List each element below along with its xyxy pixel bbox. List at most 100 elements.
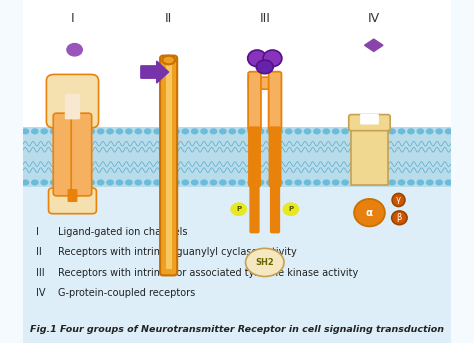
Ellipse shape <box>162 56 175 64</box>
FancyBboxPatch shape <box>360 114 379 125</box>
Circle shape <box>341 128 349 134</box>
Circle shape <box>153 128 161 134</box>
Circle shape <box>87 128 95 134</box>
Circle shape <box>125 128 133 134</box>
Text: II: II <box>165 12 172 25</box>
Circle shape <box>50 128 57 134</box>
Circle shape <box>191 179 199 186</box>
Circle shape <box>78 179 86 186</box>
FancyBboxPatch shape <box>248 77 281 89</box>
Circle shape <box>144 179 152 186</box>
Text: P: P <box>236 206 241 212</box>
Text: α: α <box>366 208 373 218</box>
Circle shape <box>304 179 311 186</box>
Circle shape <box>313 179 321 186</box>
FancyBboxPatch shape <box>250 182 259 233</box>
Polygon shape <box>141 61 169 83</box>
Circle shape <box>40 128 48 134</box>
Circle shape <box>398 128 405 134</box>
Circle shape <box>238 128 246 134</box>
Circle shape <box>22 179 29 186</box>
Circle shape <box>360 179 368 186</box>
Ellipse shape <box>256 60 273 74</box>
Text: IV: IV <box>36 288 46 298</box>
Circle shape <box>369 128 377 134</box>
Circle shape <box>275 179 283 186</box>
Text: III: III <box>36 268 45 278</box>
Circle shape <box>360 128 368 134</box>
Polygon shape <box>365 39 383 51</box>
Circle shape <box>125 179 133 186</box>
Circle shape <box>50 179 57 186</box>
Circle shape <box>388 128 396 134</box>
Circle shape <box>163 128 170 134</box>
Text: I: I <box>71 12 74 25</box>
FancyBboxPatch shape <box>23 139 451 343</box>
Circle shape <box>87 179 95 186</box>
Circle shape <box>435 128 443 134</box>
Circle shape <box>210 179 218 186</box>
FancyBboxPatch shape <box>248 72 261 131</box>
Circle shape <box>31 128 39 134</box>
Circle shape <box>247 179 255 186</box>
FancyBboxPatch shape <box>271 182 279 233</box>
Circle shape <box>369 179 377 186</box>
Circle shape <box>238 179 246 186</box>
FancyBboxPatch shape <box>165 62 172 269</box>
Circle shape <box>426 179 434 186</box>
Circle shape <box>200 128 208 134</box>
Circle shape <box>275 128 283 134</box>
FancyBboxPatch shape <box>260 56 270 64</box>
Circle shape <box>266 179 274 186</box>
Circle shape <box>200 179 208 186</box>
Circle shape <box>40 179 48 186</box>
Circle shape <box>332 179 339 186</box>
Text: Receptors with intrinsic guanylyl cyclase activity: Receptors with intrinsic guanylyl cyclas… <box>57 247 296 257</box>
Circle shape <box>116 179 123 186</box>
FancyBboxPatch shape <box>349 115 390 131</box>
Circle shape <box>135 179 142 186</box>
Text: γ: γ <box>396 196 401 204</box>
Circle shape <box>388 179 396 186</box>
Circle shape <box>135 128 142 134</box>
Circle shape <box>445 128 452 134</box>
Circle shape <box>210 128 218 134</box>
FancyBboxPatch shape <box>23 127 451 187</box>
Circle shape <box>322 128 330 134</box>
Text: I: I <box>36 226 39 237</box>
Ellipse shape <box>392 193 405 206</box>
Circle shape <box>285 179 292 186</box>
Circle shape <box>379 128 387 134</box>
Ellipse shape <box>392 211 407 225</box>
Circle shape <box>256 128 264 134</box>
Text: β: β <box>397 213 402 222</box>
Circle shape <box>426 128 434 134</box>
Ellipse shape <box>246 248 284 276</box>
Circle shape <box>417 179 424 186</box>
Circle shape <box>172 179 180 186</box>
Circle shape <box>228 128 236 134</box>
Circle shape <box>445 179 452 186</box>
Text: Ligand-gated ion channels: Ligand-gated ion channels <box>57 226 187 237</box>
FancyBboxPatch shape <box>68 190 77 201</box>
Circle shape <box>69 179 76 186</box>
FancyBboxPatch shape <box>48 188 96 214</box>
FancyBboxPatch shape <box>269 72 282 131</box>
Circle shape <box>219 179 227 186</box>
Circle shape <box>379 179 387 186</box>
Text: II: II <box>36 247 42 257</box>
Circle shape <box>407 179 415 186</box>
Circle shape <box>341 179 349 186</box>
Circle shape <box>67 44 82 56</box>
Text: Fig.1 Four groups of Neurotransmitter Receptor in cell signaling transduction: Fig.1 Four groups of Neurotransmitter Re… <box>30 326 444 334</box>
Circle shape <box>191 128 199 134</box>
Circle shape <box>106 179 114 186</box>
Circle shape <box>172 128 180 134</box>
Text: Receptors with intrinsic or associated tyrosine kinase activity: Receptors with intrinsic or associated t… <box>57 268 358 278</box>
FancyBboxPatch shape <box>71 113 91 196</box>
FancyBboxPatch shape <box>270 127 281 187</box>
Text: G-protein-coupled receptors: G-protein-coupled receptors <box>57 288 195 298</box>
Circle shape <box>304 128 311 134</box>
Circle shape <box>97 179 105 186</box>
Circle shape <box>322 179 330 186</box>
